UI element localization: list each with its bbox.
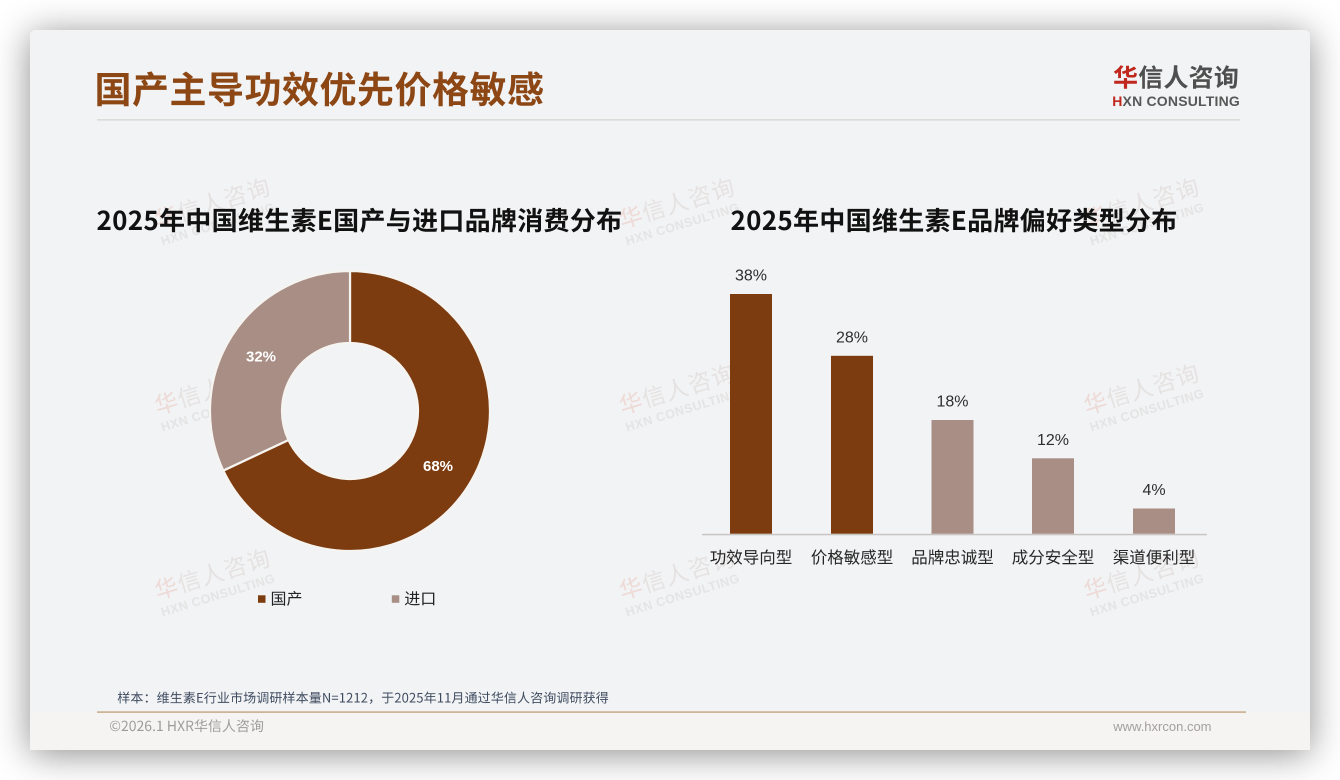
svg-text:68%: 68% [423,458,453,475]
svg-text:HXN CONSULTING: HXN CONSULTING [1112,93,1240,109]
svg-text:www.hxrcon.com: www.hxrcon.com [1112,719,1211,734]
svg-text:32%: 32% [246,349,276,366]
svg-text:4%: 4% [1142,482,1165,499]
svg-text:28%: 28% [836,329,868,346]
svg-text:12%: 12% [1037,432,1069,449]
svg-text:18%: 18% [936,394,968,411]
svg-text:38%: 38% [735,268,767,285]
